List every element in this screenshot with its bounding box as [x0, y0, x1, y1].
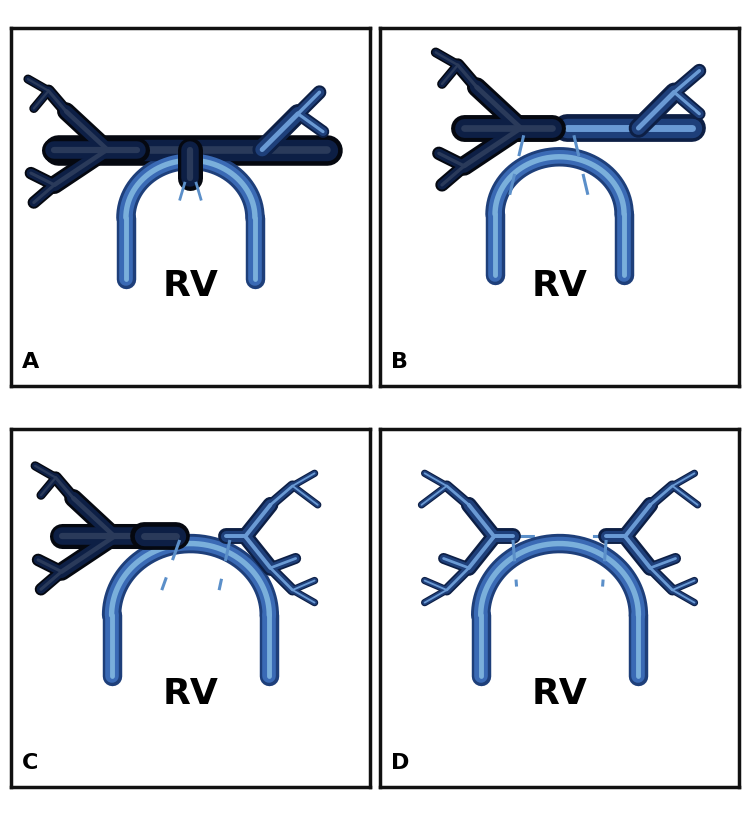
Text: RV: RV [532, 677, 587, 711]
Text: B: B [392, 352, 408, 372]
Text: RV: RV [163, 677, 218, 711]
Text: RV: RV [163, 269, 218, 303]
Text: C: C [22, 753, 38, 773]
Text: A: A [22, 352, 39, 372]
Text: D: D [392, 753, 410, 773]
Text: RV: RV [532, 269, 587, 303]
